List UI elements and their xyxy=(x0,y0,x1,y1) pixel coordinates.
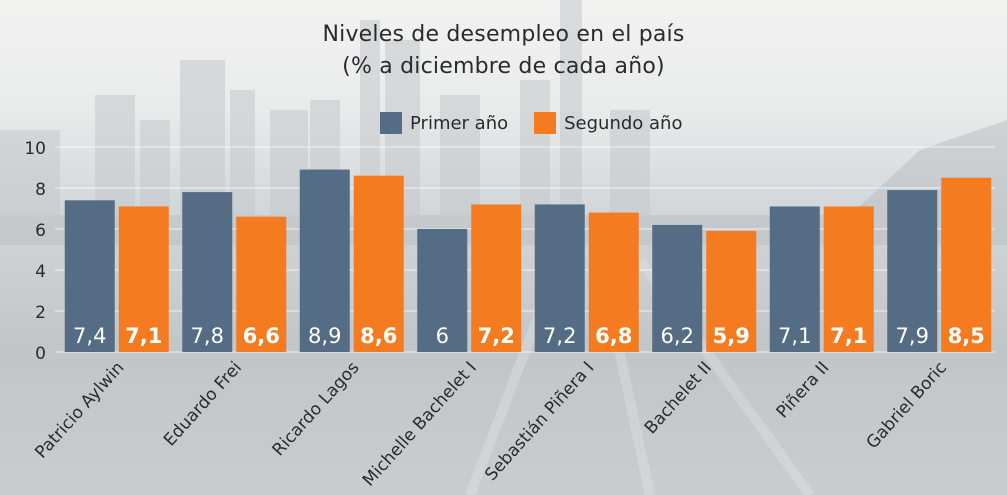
y-tick-label: 10 xyxy=(24,139,46,159)
legend-item-segundo: Segundo año xyxy=(534,112,682,134)
y-tick-label: 0 xyxy=(35,344,46,364)
data-label: 8,5 xyxy=(948,324,985,348)
bar-segundo xyxy=(236,216,287,352)
x-tick-label: Gabriel Boric xyxy=(863,358,951,453)
x-tick-label: Patricio Aylwin xyxy=(31,358,128,463)
data-label: 7,2 xyxy=(543,324,576,348)
bar-segundo xyxy=(353,175,404,352)
legend-swatch-segundo xyxy=(534,112,557,134)
data-label: 7,4 xyxy=(73,324,106,348)
data-label: 7,2 xyxy=(478,324,515,348)
bar-primer xyxy=(182,192,233,352)
data-label: 6 xyxy=(436,324,449,348)
legend-label-segundo: Segundo año xyxy=(564,112,683,134)
bar-primer xyxy=(887,190,938,352)
bar-segundo xyxy=(706,231,757,352)
data-label: 7,1 xyxy=(778,324,811,348)
data-label: 7,1 xyxy=(125,324,162,348)
legend-item-primer: Primer año xyxy=(380,112,508,134)
y-tick-label: 6 xyxy=(35,221,46,241)
bar-segundo xyxy=(471,204,522,352)
x-tick-label: Eduardo Frei xyxy=(160,358,246,450)
data-label: 7,9 xyxy=(896,324,929,348)
bar-segundo xyxy=(118,206,169,352)
legend-label-primer: Primer año xyxy=(410,112,509,134)
x-tick-label: Bachelet II xyxy=(641,358,716,438)
data-label: 8,6 xyxy=(360,324,397,348)
bar-primer xyxy=(652,224,703,352)
legend-swatch-primer xyxy=(380,112,402,134)
x-tick-label: Michelle Bachelet I xyxy=(359,358,481,490)
data-label: 6,6 xyxy=(243,324,280,348)
data-label: 7,8 xyxy=(191,324,224,348)
bar-segundo xyxy=(588,212,639,352)
chart-subtitle: (% a diciembre de cada año) xyxy=(342,54,665,79)
y-tick-label: 8 xyxy=(35,180,46,200)
bar-primer xyxy=(534,204,585,352)
bar-primer xyxy=(769,206,820,352)
y-tick-label: 2 xyxy=(35,303,46,323)
legend: Primer año Segundo año xyxy=(380,112,698,134)
data-label: 8,9 xyxy=(308,324,341,348)
y-tick-label: 4 xyxy=(35,262,46,282)
bar-segundo xyxy=(941,177,992,352)
data-label: 6,8 xyxy=(595,324,632,348)
x-tick-label: Sebastián Piñera I xyxy=(481,358,598,485)
data-label: 7,1 xyxy=(830,324,867,348)
data-label: 5,9 xyxy=(713,324,750,348)
chart-title: Niveles de desempleo en el país xyxy=(322,22,685,47)
data-label: 6,2 xyxy=(661,324,694,348)
bar-segundo xyxy=(823,206,874,352)
x-tick-label: Ricardo Lagos xyxy=(269,358,364,460)
x-tick-label: Piñera II xyxy=(773,358,834,422)
bar-primer xyxy=(299,169,350,352)
bar-primer xyxy=(64,200,115,352)
bar-primer xyxy=(417,229,468,352)
